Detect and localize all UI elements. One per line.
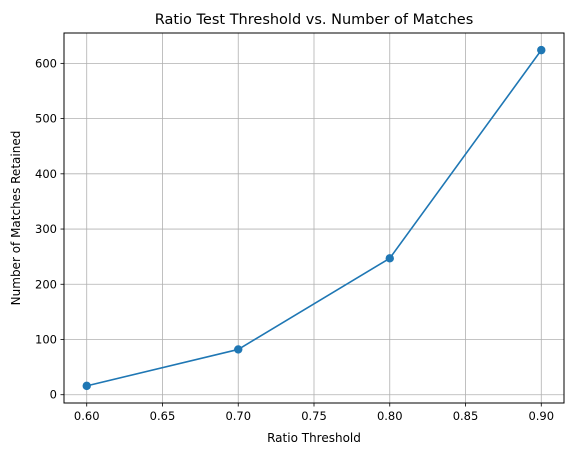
y-tick-label: 300 [35, 222, 57, 236]
y-tick-label: 400 [35, 167, 57, 181]
x-tick-label: 0.70 [225, 409, 251, 423]
data-point-marker [385, 254, 394, 263]
data-point-marker [234, 345, 243, 354]
data-point-marker [537, 45, 546, 55]
data-point-marker [82, 381, 91, 391]
x-tick-label: 0.65 [150, 409, 176, 423]
x-axis-ticks: 0.60 0.65 0.70 0.75 0.80 0.85 0.90 [74, 403, 554, 423]
x-axis-label: Ratio Threshold [267, 431, 361, 445]
y-axis-ticks: 0 100 200 300 400 500 600 [35, 56, 64, 402]
x-tick-label: 0.60 [74, 409, 100, 423]
chart-title: Ratio Test Threshold vs. Number of Match… [155, 12, 474, 28]
y-tick-label: 600 [35, 56, 57, 70]
y-tick-label: 0 [50, 388, 57, 402]
y-tick-label: 200 [35, 277, 57, 291]
x-tick-label: 0.90 [528, 409, 554, 423]
y-tick-label: 500 [35, 112, 57, 126]
series-layer [82, 45, 546, 391]
x-tick-label: 0.80 [377, 409, 403, 423]
y-axis-label: Number of Matches Retained [9, 131, 23, 306]
x-tick-label: 0.75 [301, 409, 327, 423]
grid-layer [64, 33, 564, 403]
series-line [86, 49, 542, 387]
y-tick-label: 100 [35, 332, 57, 346]
x-tick-label: 0.85 [453, 409, 479, 423]
